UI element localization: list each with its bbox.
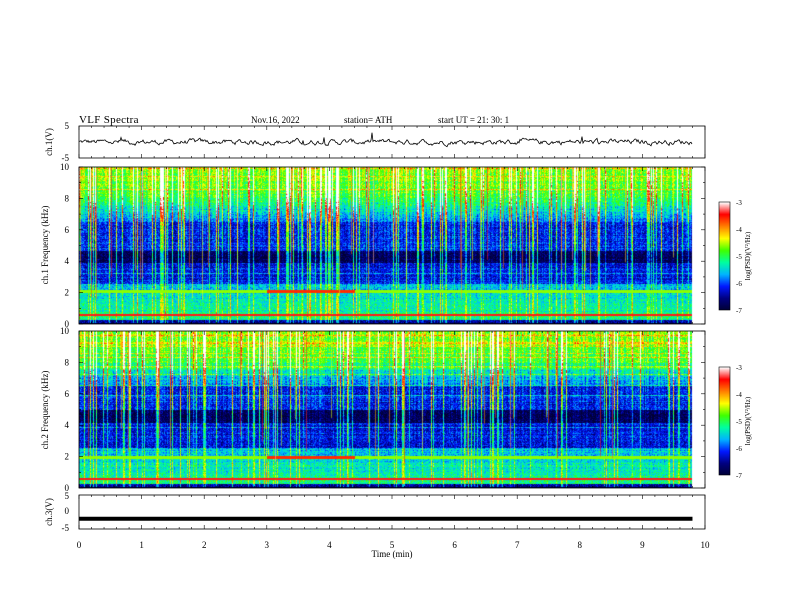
frequency-tick-label: 2 [65,452,70,462]
ch1-voltage-ticks [78,126,706,158]
frequency-tick-label: 10 [60,326,70,336]
start-time-label: start UT = 21: 30: 1 [438,115,509,125]
ch2-colorbar-tick-labels: -3 -4 -5 -6 -7 [736,364,742,480]
colorbar-tick-label: -6 [736,445,742,453]
frequency-tick-label: 0 [65,483,70,493]
ch3-voltage-ylabel: ch.3(V) [44,498,54,526]
frequency-tick-label: 6 [65,389,70,399]
ch1-voltage-panel: 5 -5 ch.1(V) [44,121,706,163]
ch2-spectrogram-panel: 10 8 6 4 2 0 ch.2 Frequency (kHz) [40,326,706,493]
time-tick-label: 7 [515,540,520,550]
ch2-frequency-tick-labels: 10 8 6 4 2 0 [60,326,70,493]
colorbar-tick-label: -5 [736,253,742,261]
colorbar-tick-label: -7 [736,307,742,315]
figure-title: VLF Spectra [79,114,139,126]
ch1-spectrogram-panel: 10 8 6 4 2 0 ch.1 Frequency (kHz) [40,162,706,329]
time-tick-label: 9 [640,540,645,550]
ch1-frequency-ylabel: ch.1 Frequency (kHz) [40,206,50,285]
ch2-frequency-ylabel: ch.2 Frequency (kHz) [40,371,50,450]
ch1-ytick-5: 5 [65,121,70,131]
ch1-colorbar: -3 -4 -5 -6 -7 log(PSD)(V²/Hz) [718,199,752,315]
ch2-colorbar: -3 -4 -5 -6 -7 log(PSD)(V²/Hz) [718,364,752,480]
time-axis-label: Time (min) [372,549,413,559]
ch1-colorbar-image [719,202,730,310]
ch2-spectrogram-ticks [78,330,706,489]
colorbar-tick-label: -4 [736,391,742,399]
time-tick-label: 3 [265,540,270,550]
ch1-colorbar-label: log(PSD)(V²/Hz) [744,231,752,280]
ch3-ytick-neg5: -5 [62,523,70,533]
frequency-tick-label: 10 [60,162,70,172]
time-tick-label: 6 [452,540,457,550]
ch3-voltage-panel: 5 0 -5 ch.3(V) [44,491,706,533]
colorbar-tick-label: -4 [736,226,742,234]
time-tick-label: 10 [701,540,711,550]
frequency-tick-label: 0 [65,319,70,329]
time-tick-label: 4 [327,540,332,550]
ch1-spectrogram-ticks [78,166,706,325]
time-tick-label: 1 [139,540,144,550]
ch1-voltage-ylabel: ch.1(V) [44,128,54,156]
station-label: station= ATH [344,115,393,125]
ch2-colorbar-image [719,367,730,475]
frequency-tick-label: 2 [65,288,70,298]
time-axis-tick-labels: 0 1 2 3 4 5 6 7 8 9 10 [77,540,710,550]
frequency-tick-label: 4 [65,256,70,266]
frequency-tick-label: 4 [65,420,70,430]
time-tick-label: 8 [578,540,583,550]
ch1-colorbar-tick-labels: -3 -4 -5 -6 -7 [736,199,742,315]
ch1-colorbar-frame [718,201,731,311]
time-tick-label: 0 [77,540,82,550]
frequency-tick-label: 8 [65,193,70,203]
time-tick-label: 2 [202,540,207,550]
ch3-ytick-0: 0 [65,506,70,516]
date-label: Nov.16, 2022 [251,115,300,125]
colorbar-tick-label: -6 [736,280,742,288]
ch2-spectrogram-image [79,331,705,488]
ch3-voltage-ticks [78,495,706,529]
ch1-frequency-tick-labels: 10 8 6 4 2 0 [60,162,70,329]
colorbar-tick-label: -3 [736,199,742,207]
ch2-colorbar-frame [718,366,731,476]
frequency-tick-label: 8 [65,357,70,367]
ch1-spectrogram-image [79,167,705,324]
ch1-voltage-trace [78,132,693,148]
ch2-colorbar-label: log(PSD)(V²/Hz) [744,396,752,445]
ch3-voltage-frame [78,494,706,530]
time-tick-label: 5 [390,540,395,550]
colorbar-tick-label: -5 [736,418,742,426]
ch3-ytick-5: 5 [65,491,70,501]
frequency-tick-label: 6 [65,225,70,235]
colorbar-tick-label: -3 [736,364,742,372]
colorbar-tick-label: -7 [736,472,742,480]
ch1-ytick-neg5: -5 [62,153,70,163]
